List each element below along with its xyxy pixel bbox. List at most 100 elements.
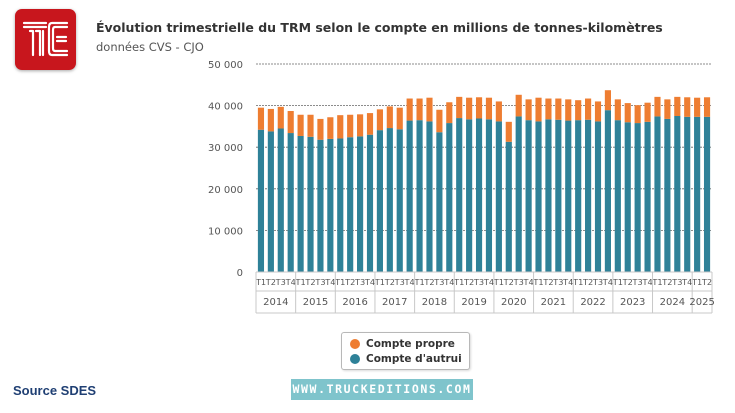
x-tick-label-quarter: T2 xyxy=(384,277,395,287)
x-tick-label-quarter: T1 xyxy=(651,277,662,287)
bar-compte-autrui xyxy=(297,135,304,272)
bar-compte-propre xyxy=(644,102,651,122)
bar-compte-propre xyxy=(485,97,493,120)
bar-compte-autrui xyxy=(644,121,651,272)
bar-compte-autrui xyxy=(475,118,483,272)
bar-compte-propre xyxy=(287,111,294,134)
x-tick-label-quarter: T4 xyxy=(285,277,296,287)
bar-compte-propre xyxy=(327,117,334,139)
x-tick-label-quarter: T2 xyxy=(542,277,553,287)
legend-label-compte-autrui: Compte d'autrui xyxy=(366,353,462,365)
bar-compte-autrui xyxy=(485,119,493,272)
bar-compte-propre xyxy=(376,109,383,131)
legend-item-compte-propre[interactable]: Compte propre xyxy=(350,337,455,351)
x-tick-label-quarter: T3 xyxy=(433,277,444,287)
bar-compte-autrui xyxy=(694,116,701,272)
bar-compte-autrui xyxy=(436,132,443,272)
x-tick-label-year: 2025 xyxy=(689,297,714,308)
x-tick-label-quarter: T4 xyxy=(602,277,613,287)
bar-compte-propre xyxy=(466,97,473,120)
x-tick-label-year: 2024 xyxy=(660,297,685,308)
bar-compte-propre xyxy=(347,114,354,138)
bar-compte-autrui xyxy=(535,121,542,273)
x-tick-label-quarter: T4 xyxy=(562,277,573,287)
bar-compte-propre xyxy=(277,106,284,129)
bar-compte-propre xyxy=(525,99,532,121)
bar-compte-propre xyxy=(674,96,681,116)
x-tick-label-year: 2015 xyxy=(303,297,328,308)
x-tick-label-quarter: T4 xyxy=(483,277,494,287)
legend-swatch-compte-propre xyxy=(350,339,360,349)
bar-compte-autrui xyxy=(466,119,473,272)
bar-compte-autrui xyxy=(307,136,314,272)
source-label: Source SDES xyxy=(13,383,97,398)
bar-compte-autrui xyxy=(624,122,631,273)
bar-compte-autrui xyxy=(495,121,502,273)
x-tick-label-quarter: T1 xyxy=(334,277,345,287)
x-tick-label-quarter: T2 xyxy=(701,277,712,287)
x-tick-label-quarter: T4 xyxy=(443,277,454,287)
bar-compte-autrui xyxy=(674,116,681,272)
x-tick-label-year: 2014 xyxy=(263,297,288,308)
bar-compte-propre xyxy=(267,108,274,132)
x-tick-label-quarter: T1 xyxy=(294,277,305,287)
bar-compte-autrui xyxy=(525,120,532,272)
x-tick-label-quarter: T3 xyxy=(275,277,286,287)
bar-compte-autrui xyxy=(565,120,572,273)
bar-compte-autrui xyxy=(287,133,294,272)
bar-compte-propre xyxy=(694,97,701,117)
bar-compte-autrui xyxy=(634,123,641,273)
bar-compte-autrui xyxy=(515,116,522,272)
bar-compte-propre xyxy=(446,102,453,124)
bar-compte-autrui xyxy=(575,120,582,272)
bar-compte-propre xyxy=(436,109,443,133)
bar-compte-autrui xyxy=(396,129,403,272)
x-tick-label-year: 2022 xyxy=(580,297,605,308)
x-tick-label-quarter: T1 xyxy=(374,277,385,287)
bar-compte-propre xyxy=(604,90,611,111)
x-tick-label-year: 2019 xyxy=(461,297,486,308)
y-tick-label: 50 000 xyxy=(208,60,243,71)
x-tick-label-quarter: T3 xyxy=(394,277,405,287)
x-tick-label-quarter: T1 xyxy=(691,277,702,287)
bar-compte-propre xyxy=(426,97,433,122)
bar-compte-autrui xyxy=(426,121,433,273)
bar-compte-autrui xyxy=(555,119,562,272)
x-tick-label-quarter: T3 xyxy=(354,277,365,287)
x-tick-label-quarter: T2 xyxy=(423,277,434,287)
bar-compte-autrui xyxy=(585,119,592,272)
x-tick-label-quarter: T2 xyxy=(463,277,474,287)
bar-compte-propre xyxy=(337,115,344,139)
bar-compte-propre xyxy=(585,98,592,120)
x-tick-label-quarter: T1 xyxy=(612,277,623,287)
x-tick-label-year: 2018 xyxy=(422,297,447,308)
x-tick-label-year: 2021 xyxy=(541,297,566,308)
x-tick-label-quarter: T2 xyxy=(344,277,355,287)
chart-title: Évolution trimestrielle du TRM selon le … xyxy=(96,20,663,35)
bar-compte-autrui xyxy=(614,120,621,272)
bar-compte-propre xyxy=(495,101,502,122)
legend-item-compte-autrui[interactable]: Compte d'autrui xyxy=(350,352,462,366)
x-tick-label-quarter: T2 xyxy=(622,277,633,287)
x-tick-label-year: 2020 xyxy=(501,297,526,308)
bar-compte-autrui xyxy=(604,110,611,273)
bar-compte-propre xyxy=(416,98,423,121)
bar-compte-autrui xyxy=(376,130,383,272)
x-tick-label-year: 2023 xyxy=(620,297,645,308)
brand-logo xyxy=(15,9,76,70)
x-tick-label-quarter: T1 xyxy=(255,277,266,287)
x-tick-label-quarter: T3 xyxy=(552,277,563,287)
bar-compte-autrui xyxy=(327,138,334,272)
x-tick-label-quarter: T1 xyxy=(413,277,424,287)
bar-compte-autrui xyxy=(277,128,284,272)
bar-compte-autrui xyxy=(357,136,364,272)
x-tick-label-quarter: T3 xyxy=(592,277,603,287)
y-tick-label: 10 000 xyxy=(208,226,243,237)
bar-compte-propre xyxy=(386,106,393,129)
bar-compte-propre xyxy=(575,100,582,121)
x-tick-label-quarter: T3 xyxy=(671,277,682,287)
x-tick-label-quarter: T3 xyxy=(513,277,524,287)
x-tick-label-quarter: T1 xyxy=(532,277,543,287)
bar-compte-propre xyxy=(396,107,403,130)
